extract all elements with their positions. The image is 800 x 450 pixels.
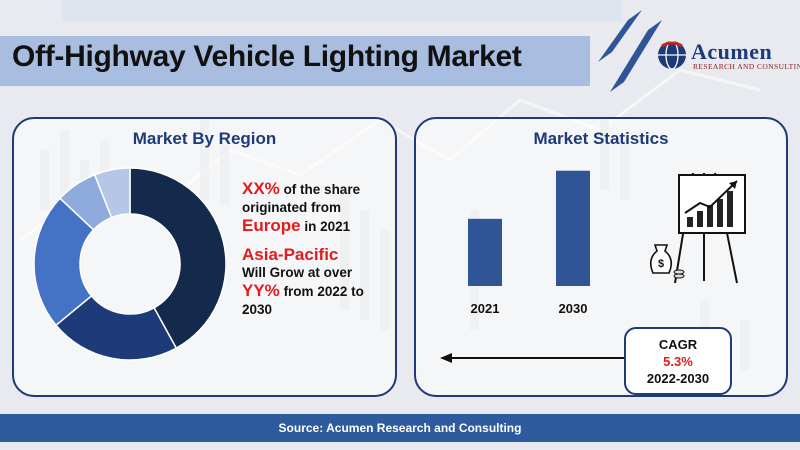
share-text-2: originated from <box>242 200 342 215</box>
cagr-value: 5.3% <box>663 354 693 369</box>
cagr-box: CAGR 5.3% 2022-2030 <box>624 327 732 395</box>
svg-text:$: $ <box>658 258 664 270</box>
region-callout: XX% of the share originated from Europe … <box>242 180 392 319</box>
bar-category-label: 2021 <box>471 301 500 316</box>
market-size-bar-chart: 2021203053.2 <box>468 170 590 316</box>
donut-slice-1 <box>129 167 227 350</box>
growth-chart-easel-icon: $ <box>649 172 746 284</box>
stats-panel-title: Market Statistics <box>533 129 669 148</box>
cagr-period: 2022-2030 <box>646 371 710 386</box>
growth-value: YY% <box>242 281 280 300</box>
acumen-logo: Acumen RESEARCH AND CONSULTING <box>655 38 800 74</box>
page-title: Off-Highway Vehicle Lighting Market <box>12 40 522 73</box>
logo-subtitle: RESEARCH AND CONSULTING <box>693 62 800 71</box>
growth-text-1: Will Grow at over <box>242 265 353 280</box>
donut-slice-5 <box>93 167 131 219</box>
region-donut-chart <box>33 167 227 361</box>
share-region: Europe <box>242 216 301 235</box>
share-value: XX% <box>242 179 280 198</box>
region-panel-title: Market By Region <box>132 129 277 148</box>
cagr-label: CAGR <box>658 337 698 352</box>
logo-globe-icon <box>658 40 686 70</box>
source-footer: Source: Acumen Research and Consulting <box>0 414 800 442</box>
donut-slice-2 <box>54 294 178 361</box>
growth-region: Asia-Pacific <box>242 245 339 264</box>
share-text-1: of the share <box>283 182 361 197</box>
cagr-arrow <box>440 353 624 363</box>
top-accent-band <box>62 0 622 22</box>
title-band <box>0 36 590 86</box>
bar-category-label: 2030 <box>559 301 588 316</box>
growth-text-3: 2030 <box>242 302 273 317</box>
growth-text-2: from 2022 to <box>283 284 364 299</box>
logo-name: Acumen <box>691 39 773 64</box>
share-year-text: in 2021 <box>304 219 351 234</box>
bar-2021 <box>468 218 502 286</box>
bar-2030 <box>556 170 590 286</box>
